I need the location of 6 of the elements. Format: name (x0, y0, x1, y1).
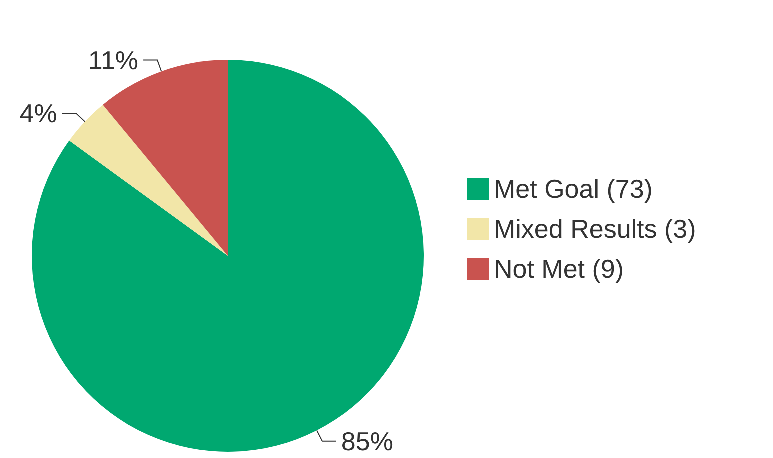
data-label: 4% (20, 98, 58, 129)
data-label: 85% (341, 426, 394, 456)
legend-label: Met Goal (73) (494, 174, 653, 204)
legend-label: Mixed Results (3) (494, 214, 696, 244)
legend-label: Not Met (9) (494, 254, 624, 284)
data-label: 11% (88, 45, 139, 76)
